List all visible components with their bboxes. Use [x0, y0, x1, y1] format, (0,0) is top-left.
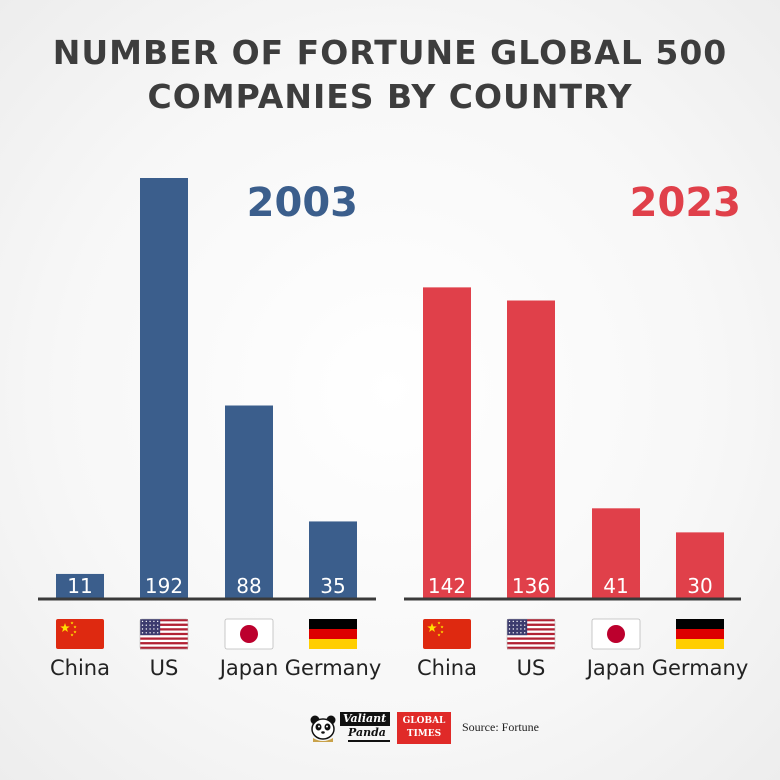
- logo2-text-line2: TIMES: [406, 729, 442, 739]
- category-label-2023-us: US: [517, 656, 546, 680]
- us-flag-2003: [139, 618, 189, 650]
- category-label-2023-germany: Germany: [652, 656, 749, 680]
- bar-2023-china: [423, 287, 471, 598]
- chart-title-line1: NUMBER OF FORTUNE GLOBAL 500: [52, 33, 728, 72]
- value-label-2023-us: 136: [512, 574, 550, 598]
- year-label-2023: 2023: [630, 180, 741, 226]
- value-label-2003-germany: 35: [320, 574, 345, 598]
- china-flag-2023: [423, 619, 471, 649]
- bar-chart: 2003 11 China 192 US 88 Japan 35 Germany 2023 142 C…: [38, 178, 749, 680]
- value-label-2003-china: 11: [67, 574, 92, 598]
- value-label-2023-china: 142: [428, 574, 466, 598]
- bar-2003-us: [140, 178, 188, 598]
- bar-2023-us: [507, 300, 555, 598]
- logo1-text-line2: Panda: [348, 726, 390, 742]
- category-label-2003-japan: Japan: [218, 656, 279, 680]
- category-label-2023-china: China: [417, 656, 477, 680]
- bar-2023-japan: [592, 508, 640, 598]
- bar-2003-japan: [225, 405, 273, 598]
- bar-2003-germany: [309, 521, 357, 598]
- value-label-2023-japan: 41: [603, 574, 628, 598]
- us-flag-2023: [506, 618, 556, 650]
- footer: Valiant Panda GLOBAL TIMES Source: Fortu…: [0, 708, 780, 748]
- category-label-2003-china: China: [50, 656, 110, 680]
- global-times-logo: GLOBAL TIMES: [397, 712, 451, 744]
- chart-title-line2: COMPANIES BY COUNTRY: [147, 77, 633, 116]
- year-label-2003: 2003: [247, 180, 358, 226]
- value-label-2003-us: 192: [145, 574, 183, 598]
- value-label-2003-japan: 88: [236, 574, 261, 598]
- logo2-text-line1: GLOBAL: [402, 716, 446, 726]
- germany-flag-2023: [676, 619, 724, 649]
- bar-2003-china: [56, 573, 104, 598]
- panda-icon: [310, 715, 336, 742]
- category-label-2003-us: US: [150, 656, 179, 680]
- category-label-2003-germany: Germany: [285, 656, 382, 680]
- japan-flag-2023: [591, 618, 641, 650]
- japan-flag-2003: [224, 618, 274, 650]
- source-note: Source: Fortune: [462, 720, 539, 734]
- valiant-panda-logo: Valiant Panda: [310, 712, 390, 744]
- china-flag-2003: [56, 619, 104, 649]
- value-label-2023-germany: 30: [687, 574, 712, 598]
- logo1-text-line1: Valiant: [340, 712, 390, 726]
- germany-flag-2003: [309, 619, 357, 649]
- category-label-2023-japan: Japan: [585, 656, 646, 680]
- bar-2023-germany: [676, 532, 724, 598]
